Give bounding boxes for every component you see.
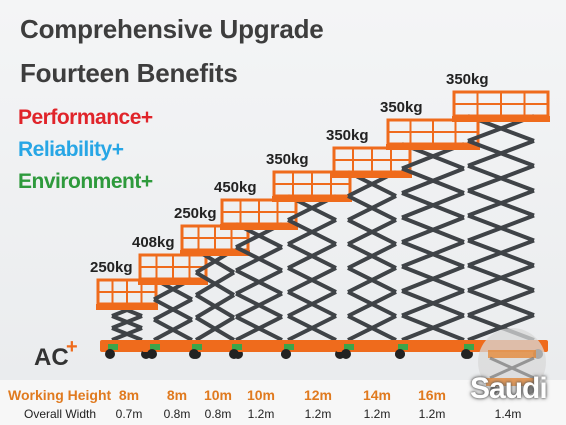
series-label-plus: + bbox=[66, 336, 78, 358]
overall-width-value: 0.7m bbox=[115, 407, 143, 421]
lift-capacity-label: 250kg bbox=[174, 205, 217, 222]
overall-width-value: 0.8m bbox=[163, 407, 191, 421]
benefit-environment: Environment+ bbox=[18, 170, 153, 193]
lift-capacity-label: 350kg bbox=[326, 127, 369, 144]
spec-band bbox=[0, 380, 566, 425]
lift-capacity-label: 408kg bbox=[132, 234, 175, 251]
title-line-1: Comprehensive Upgrade bbox=[20, 14, 324, 44]
lift-capacity-label: 350kg bbox=[266, 151, 309, 168]
scissor-lift-6: 350kg bbox=[326, 127, 412, 359]
working-height-value: 10m bbox=[203, 387, 233, 403]
lift-capacity-label: 250kg bbox=[90, 259, 133, 276]
working-height-value: 12m bbox=[303, 387, 333, 403]
scissor-lift-1: 250kg bbox=[90, 259, 158, 359]
working-height-value: 16m bbox=[417, 387, 447, 403]
overall-width-value: 1.4m bbox=[494, 407, 522, 421]
working-height-value: 10m bbox=[246, 387, 276, 403]
lift-capacity-label: 350kg bbox=[446, 71, 489, 88]
overall-width-value: 1.2m bbox=[363, 407, 391, 421]
lift-capacity-label: 450kg bbox=[214, 179, 257, 196]
working-height-value: 14m bbox=[362, 387, 392, 403]
overall-width-value: 1.2m bbox=[304, 407, 332, 421]
watermark-text: Saudi bbox=[470, 372, 548, 405]
overall-width-value: 1.2m bbox=[247, 407, 275, 421]
title-line-2: Fourteen Benefits bbox=[20, 58, 238, 88]
scissor-lift-5: 350kg bbox=[266, 151, 352, 359]
working-height-value: 8m bbox=[118, 387, 140, 403]
overall-width-value: 1.2m bbox=[418, 407, 446, 421]
lift-capacity-label: 350kg bbox=[380, 99, 423, 116]
overall-width-label: Overall Width bbox=[24, 407, 97, 421]
working-height-value: 8m bbox=[166, 387, 188, 403]
working-height-label: Working Height bbox=[8, 387, 112, 403]
benefit-performance: Performance+ bbox=[18, 106, 153, 129]
benefit-reliability: Reliability+ bbox=[18, 138, 124, 161]
series-label: AC bbox=[34, 344, 69, 371]
overall-width-value: 0.8m bbox=[204, 407, 232, 421]
equipment-logo-icon bbox=[478, 328, 546, 396]
